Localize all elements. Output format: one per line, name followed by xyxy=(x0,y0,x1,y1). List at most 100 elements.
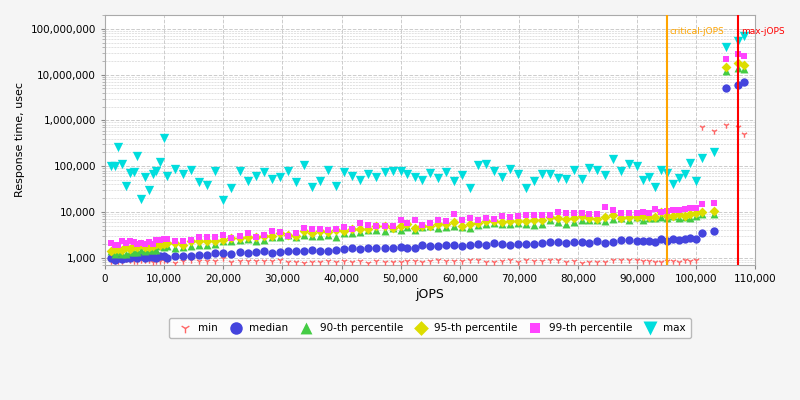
99-th percentile xyxy=(127,239,140,245)
min xyxy=(362,260,375,266)
median xyxy=(575,239,588,246)
95-th percentile xyxy=(654,209,667,215)
median xyxy=(472,241,485,248)
max xyxy=(108,162,121,169)
max xyxy=(642,174,655,180)
median xyxy=(567,239,580,245)
99-th percentile xyxy=(266,228,278,234)
max xyxy=(120,182,133,189)
median xyxy=(185,253,198,259)
min xyxy=(599,259,612,265)
95-th percentile xyxy=(123,246,136,252)
median xyxy=(346,245,358,252)
median xyxy=(290,248,302,254)
median xyxy=(591,238,604,245)
90-th percentile xyxy=(503,221,516,228)
95-th percentile xyxy=(440,221,453,227)
95-th percentile xyxy=(488,218,501,224)
median xyxy=(135,253,148,260)
min xyxy=(583,258,596,265)
median xyxy=(314,248,326,254)
99-th percentile xyxy=(142,239,155,246)
99-th percentile xyxy=(105,240,118,246)
90-th percentile xyxy=(684,214,697,221)
Text: critical-jOPS: critical-jOPS xyxy=(670,27,725,36)
min xyxy=(738,131,750,137)
95-th percentile xyxy=(637,212,650,219)
min xyxy=(322,257,334,264)
95-th percentile xyxy=(527,217,540,223)
99-th percentile xyxy=(135,240,148,246)
99-th percentile xyxy=(551,209,564,216)
90-th percentile xyxy=(330,233,342,240)
max xyxy=(290,179,302,185)
90-th percentile xyxy=(583,217,596,224)
min xyxy=(209,258,222,264)
90-th percentile xyxy=(480,220,493,227)
min xyxy=(575,260,588,266)
median xyxy=(322,248,334,255)
99-th percentile xyxy=(432,217,445,224)
median xyxy=(696,230,709,236)
90-th percentile xyxy=(306,232,318,239)
median xyxy=(642,238,655,244)
min xyxy=(503,257,516,264)
median xyxy=(432,242,445,249)
max xyxy=(551,175,564,181)
max xyxy=(464,185,477,192)
min xyxy=(519,257,532,264)
median xyxy=(495,241,508,247)
99-th percentile xyxy=(322,226,334,233)
99-th percentile xyxy=(161,236,174,242)
min xyxy=(266,258,278,264)
95-th percentile xyxy=(338,228,350,235)
99-th percentile xyxy=(338,224,350,230)
min xyxy=(408,258,421,264)
max xyxy=(400,171,413,177)
90-th percentile xyxy=(464,225,477,231)
95-th percentile xyxy=(306,230,318,236)
95-th percentile xyxy=(169,240,182,246)
99-th percentile xyxy=(678,206,691,212)
99-th percentile xyxy=(472,216,485,223)
min xyxy=(535,258,548,264)
max xyxy=(690,178,702,185)
median xyxy=(637,238,650,244)
max xyxy=(408,174,421,180)
90-th percentile xyxy=(290,234,302,240)
95-th percentile xyxy=(719,63,732,70)
min xyxy=(649,258,662,265)
95-th percentile xyxy=(400,221,413,228)
95-th percentile xyxy=(378,223,391,229)
median xyxy=(370,245,383,251)
median xyxy=(660,238,673,244)
min xyxy=(298,260,310,266)
99-th percentile xyxy=(225,234,238,241)
max xyxy=(201,182,214,188)
95-th percentile xyxy=(131,244,144,250)
max xyxy=(527,178,540,185)
90-th percentile xyxy=(456,224,469,230)
99-th percentile xyxy=(672,207,685,213)
median xyxy=(511,240,524,247)
90-th percentile xyxy=(266,233,278,240)
max xyxy=(177,171,190,177)
X-axis label: jOPS: jOPS xyxy=(416,288,445,301)
95-th percentile xyxy=(666,212,679,219)
95-th percentile xyxy=(615,215,628,222)
max xyxy=(432,175,445,182)
99-th percentile xyxy=(448,211,461,217)
median xyxy=(386,244,399,251)
max xyxy=(575,176,588,182)
99-th percentile xyxy=(250,234,262,240)
99-th percentile xyxy=(314,226,326,232)
median xyxy=(559,240,572,246)
99-th percentile xyxy=(567,210,580,216)
90-th percentile xyxy=(599,218,612,224)
90-th percentile xyxy=(448,223,461,229)
99-th percentile xyxy=(607,207,620,214)
99-th percentile xyxy=(306,226,318,232)
median xyxy=(266,250,278,256)
95-th percentile xyxy=(535,217,548,224)
median xyxy=(233,249,246,255)
